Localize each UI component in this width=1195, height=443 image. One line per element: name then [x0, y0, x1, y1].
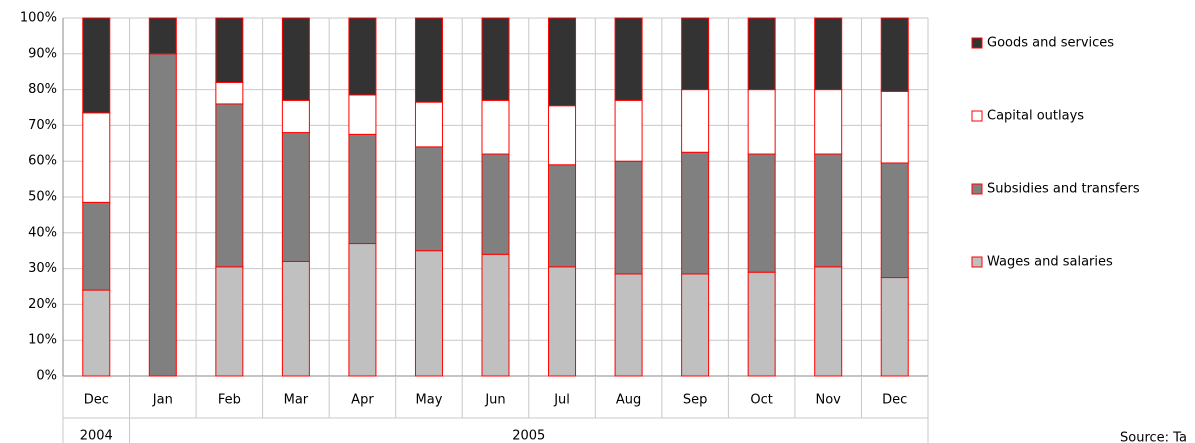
bar-segment	[148, 17, 177, 55]
x-tick-label: Jul	[553, 393, 570, 408]
x-tick-label: Oct	[750, 393, 772, 408]
bar-segment	[215, 17, 244, 83]
bar-segment	[82, 112, 111, 203]
bar-segment	[481, 153, 510, 255]
legend-label: Capital outlays	[987, 109, 1084, 124]
bar-segment	[880, 277, 909, 377]
bar-segment	[481, 17, 510, 101]
bar-segment	[148, 53, 177, 377]
y-tick-label: 100%	[20, 11, 57, 26]
bar-segment	[747, 17, 776, 91]
x-tick-label: Sep	[683, 393, 708, 408]
bar-segment	[747, 271, 776, 377]
bar-segment	[548, 266, 577, 377]
bar-segment	[281, 132, 310, 262]
bar-segment	[814, 153, 843, 268]
bar-segment	[82, 289, 111, 377]
legend-swatch	[971, 110, 983, 122]
bar-segment	[82, 17, 111, 114]
y-tick-label: 10%	[28, 333, 57, 348]
bar-segment	[348, 94, 377, 135]
bar-segment	[747, 89, 776, 155]
bar-segment	[414, 250, 443, 377]
bar-segment	[814, 17, 843, 91]
source-note: Source: Ta	[1120, 431, 1187, 443]
year-label: 2005	[512, 429, 545, 443]
x-tick-label: Jun	[484, 393, 505, 408]
year-label: 2004	[80, 429, 113, 443]
legend-swatch	[971, 37, 983, 49]
y-tick-label: 60%	[28, 154, 57, 169]
bar-segment	[681, 17, 710, 91]
bar-segment	[548, 105, 577, 166]
y-tick-label: 70%	[28, 118, 57, 133]
bar-segment	[747, 153, 776, 273]
x-tick-label: Feb	[218, 393, 241, 408]
legend-label: Wages and salaries	[987, 255, 1113, 270]
bar-segment	[614, 17, 643, 101]
bar-segment	[82, 201, 111, 291]
bar-segment	[215, 103, 244, 268]
bar-segment	[681, 273, 710, 377]
bar-segment	[814, 89, 843, 155]
bar-segment	[880, 90, 909, 164]
bar-segment	[614, 160, 643, 275]
bar-segment	[614, 273, 643, 377]
x-tick-label: Jan	[152, 393, 173, 408]
bar-segment	[281, 260, 310, 377]
x-tick-label: Apr	[351, 393, 374, 408]
x-tick-label: Dec	[882, 393, 907, 408]
bar-segment	[414, 101, 443, 148]
bar-segment	[481, 253, 510, 377]
bar-segment	[348, 133, 377, 245]
bar-segment	[880, 162, 909, 279]
bar-segment	[215, 266, 244, 377]
bar-segment	[215, 81, 244, 105]
bar-segment	[681, 89, 710, 153]
x-tick-label: May	[416, 393, 443, 408]
y-tick-label: 0%	[36, 369, 57, 384]
bar-segment	[414, 146, 443, 252]
bar-segment	[281, 99, 310, 134]
legend-swatch	[971, 256, 983, 268]
bar-segment	[481, 99, 510, 155]
x-tick-label: Mar	[284, 393, 309, 408]
legend-label: Subsidies and transfers	[987, 182, 1140, 197]
bar-segment	[548, 164, 577, 268]
y-tick-label: 80%	[28, 82, 57, 97]
y-tick-label: 90%	[28, 46, 57, 61]
y-tick-label: 50%	[28, 190, 57, 205]
x-tick-label: Nov	[816, 393, 842, 408]
bar-segment	[348, 243, 377, 377]
y-tick-label: 30%	[28, 261, 57, 276]
bar-segment	[681, 151, 710, 275]
x-tick-label: Dec	[84, 393, 109, 408]
legend-label: Goods and services	[987, 36, 1114, 51]
bar-segment	[614, 99, 643, 162]
bar-segment	[814, 266, 843, 377]
bar-segment	[548, 17, 577, 107]
y-tick-label: 20%	[28, 297, 57, 312]
bar-segment	[281, 17, 310, 101]
bar-segment	[880, 17, 909, 92]
x-tick-label: Aug	[616, 393, 641, 408]
bar-segment	[414, 17, 443, 103]
legend-swatch	[971, 183, 983, 195]
y-tick-label: 40%	[28, 225, 57, 240]
bar-segment	[348, 17, 377, 96]
